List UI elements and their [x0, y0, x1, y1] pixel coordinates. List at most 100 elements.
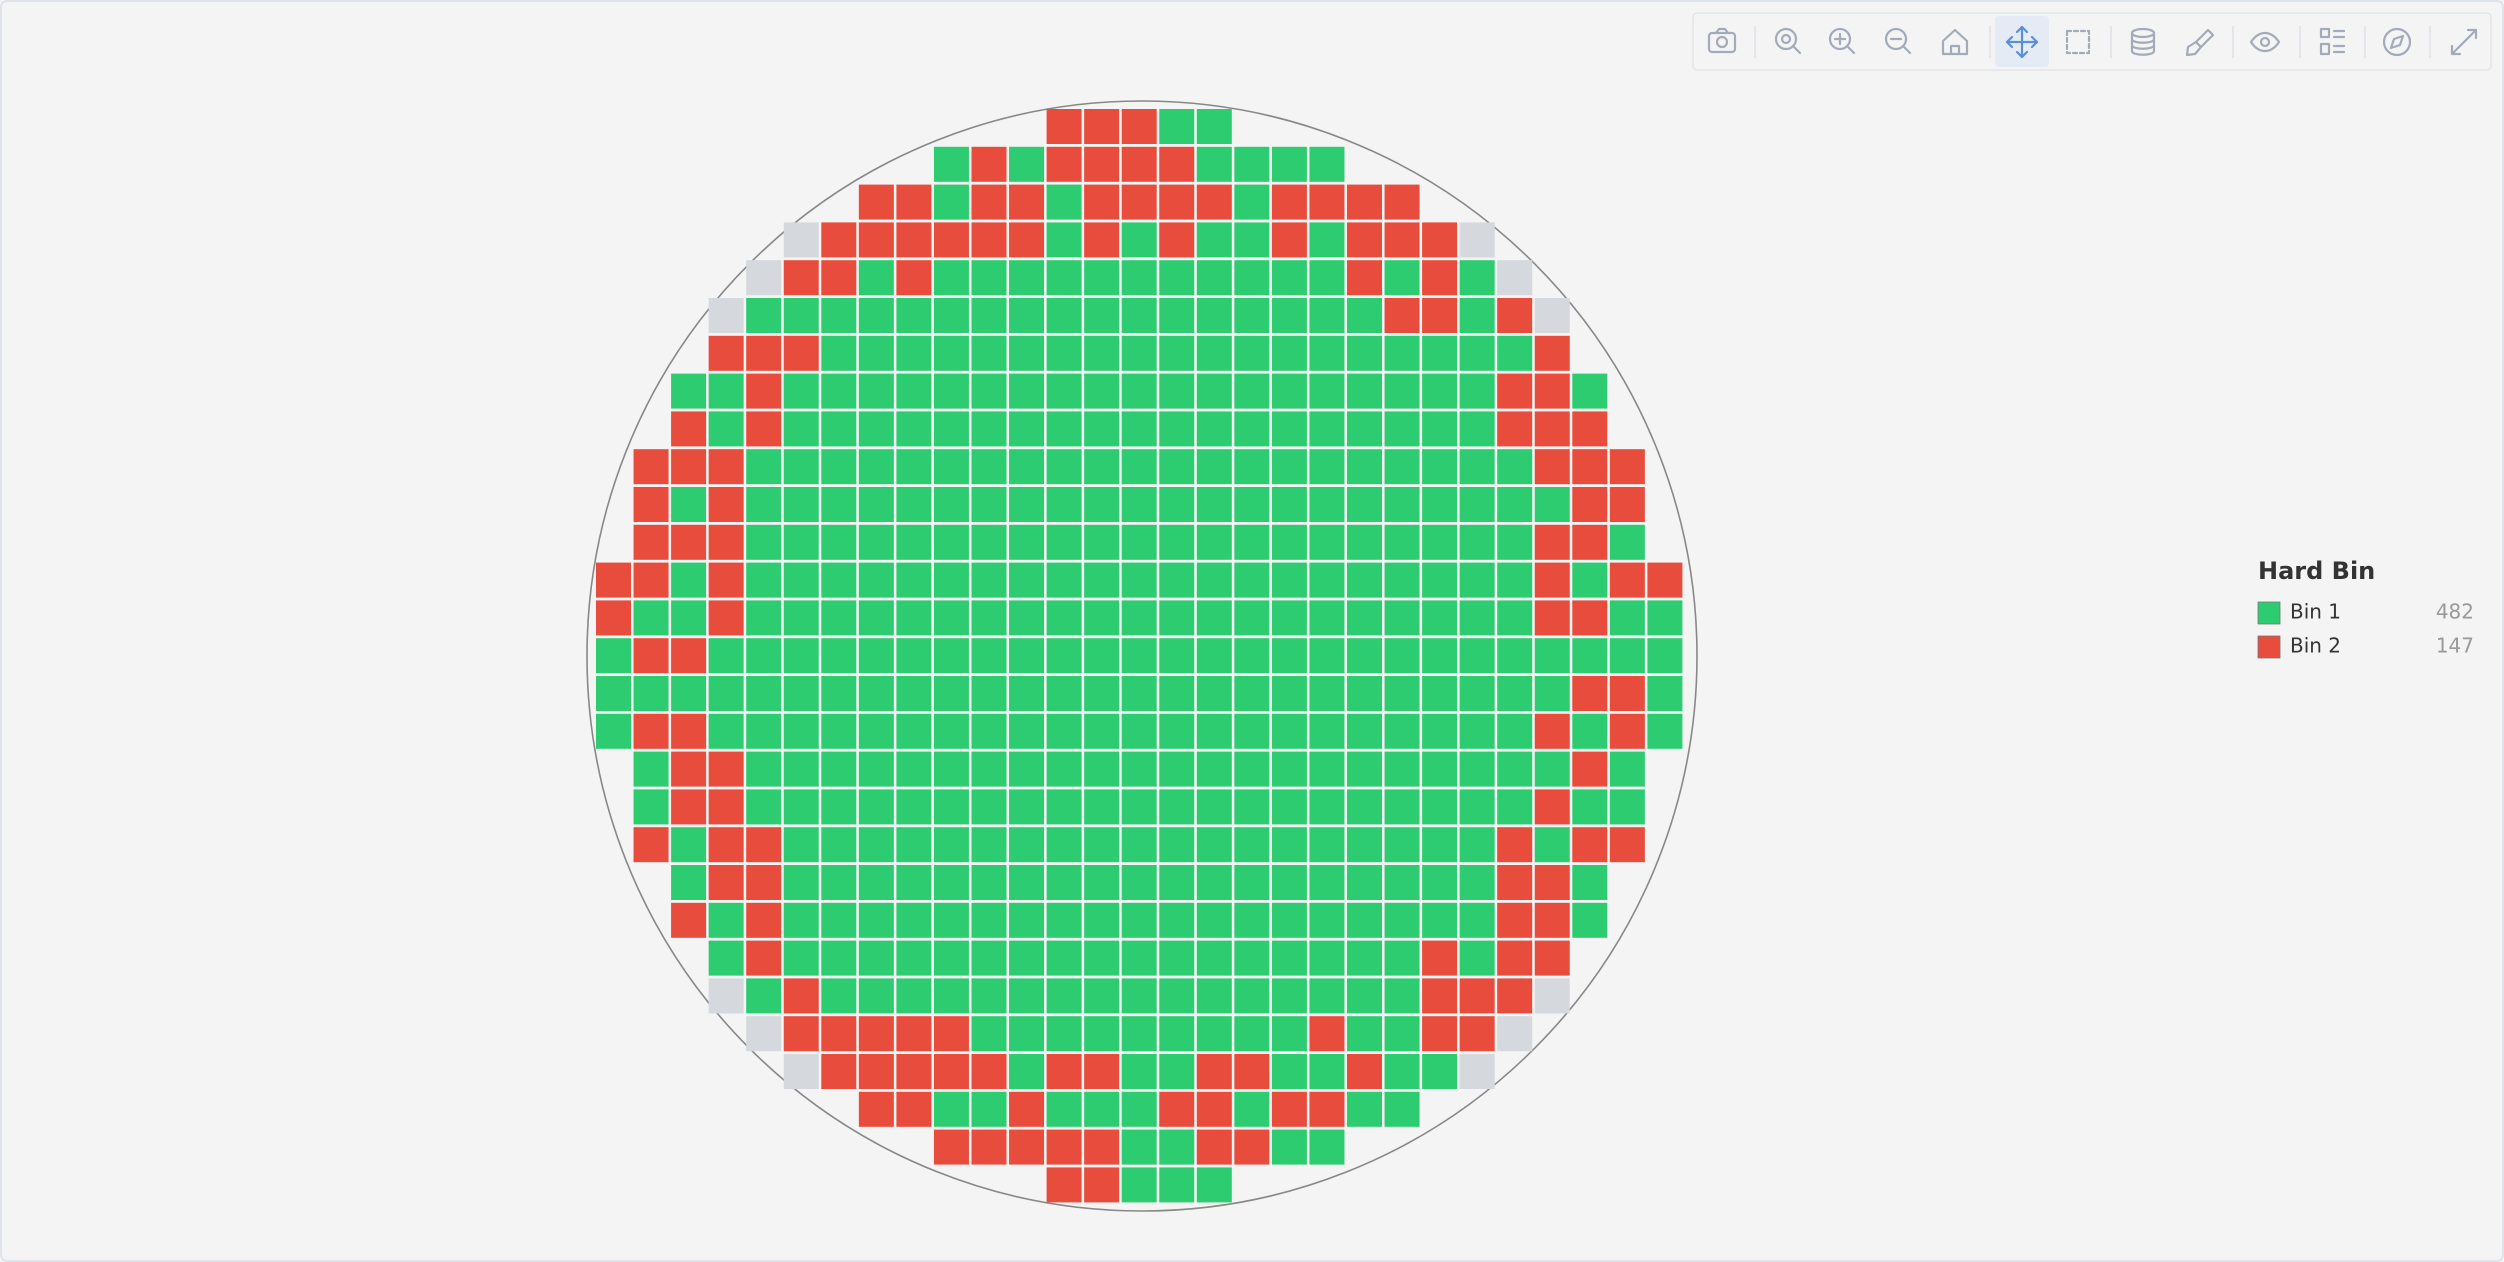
die: [1084, 411, 1120, 447]
zoom-out-button[interactable]: [1884, 27, 1912, 55]
die: [1347, 1016, 1382, 1052]
die: [1459, 713, 1495, 749]
die: [1609, 487, 1645, 522]
die: [1234, 487, 1270, 522]
data-button[interactable]: [2130, 27, 2156, 56]
zoom-in-button[interactable]: [1828, 27, 1856, 55]
die: [1459, 524, 1495, 560]
die: [671, 373, 707, 409]
die: [896, 940, 932, 976]
legend: Hard Bin Bin 1 482 Bin 2 147: [2257, 557, 2474, 659]
die: [1046, 524, 1082, 560]
die: [1234, 827, 1270, 863]
die: [1084, 1167, 1120, 1203]
die: [821, 638, 857, 674]
die: [896, 335, 932, 371]
die: [1234, 600, 1270, 636]
pan-button[interactable]: [2005, 25, 2039, 59]
die: [933, 827, 969, 863]
die: [596, 676, 631, 711]
die: [783, 789, 819, 825]
die: [1609, 751, 1645, 787]
die: [933, 1091, 969, 1127]
die: [821, 524, 857, 560]
camera-button[interactable]: [1707, 27, 1737, 54]
die: [633, 789, 669, 825]
die: [1384, 524, 1420, 560]
die: [1271, 373, 1307, 409]
die: [596, 600, 631, 636]
die: [1647, 713, 1683, 749]
fullscreen-button[interactable]: [2450, 28, 2478, 56]
die: [858, 1091, 894, 1127]
die: [783, 902, 819, 938]
die: [1422, 260, 1458, 296]
die: [1609, 713, 1645, 749]
brush-button[interactable]: [2185, 28, 2215, 57]
die: [1422, 1054, 1458, 1089]
die: [1647, 676, 1683, 711]
die: [1121, 1016, 1157, 1052]
edge-die: [783, 1054, 819, 1089]
die: [1422, 940, 1458, 976]
die: [1497, 751, 1533, 787]
die: [1271, 638, 1307, 674]
zoom-button[interactable]: [1774, 27, 1802, 55]
die: [1271, 827, 1307, 863]
die: [1459, 260, 1495, 296]
die: [1497, 902, 1533, 938]
select-button[interactable]: [2065, 29, 2091, 55]
die: [1384, 260, 1420, 296]
die: [1309, 789, 1345, 825]
die: [1347, 600, 1382, 636]
die: [858, 827, 894, 863]
die: [1609, 789, 1645, 825]
die: [1534, 487, 1570, 522]
die: [1271, 487, 1307, 522]
die: [1309, 713, 1345, 749]
die: [1121, 298, 1157, 333]
home-button[interactable]: [1941, 28, 1969, 56]
die: [971, 865, 1007, 900]
die: [746, 449, 782, 485]
list-button[interactable]: [2319, 27, 2346, 56]
die: [1009, 638, 1045, 674]
die: [1384, 827, 1420, 863]
die: [1196, 109, 1232, 144]
die: [1384, 1016, 1420, 1052]
die: [971, 524, 1007, 560]
legend-count: 147: [2436, 634, 2474, 658]
die: [933, 1054, 969, 1089]
die: [1196, 902, 1232, 938]
die: [1384, 713, 1420, 749]
die: [783, 978, 819, 1014]
die: [896, 978, 932, 1014]
legend-count: 482: [2436, 600, 2474, 624]
die: [671, 827, 707, 863]
die: [708, 827, 744, 863]
die: [1534, 335, 1570, 371]
die: [1121, 1129, 1157, 1165]
die: [1046, 600, 1082, 636]
die: [1234, 978, 1270, 1014]
die: [1271, 298, 1307, 333]
die: [1347, 902, 1382, 938]
die: [1159, 411, 1195, 447]
die: [633, 827, 669, 863]
die: [933, 373, 969, 409]
die: [1121, 638, 1157, 674]
die: [1497, 449, 1533, 485]
compass-button[interactable]: [2382, 27, 2412, 57]
die: [1009, 335, 1045, 371]
die: [1084, 1016, 1120, 1052]
die: [1572, 638, 1608, 674]
die: [1459, 411, 1495, 447]
die: [1234, 1129, 1270, 1165]
eye-button[interactable]: [2249, 31, 2281, 53]
die: [1084, 524, 1120, 560]
die: [1609, 676, 1645, 711]
die: [1497, 411, 1533, 447]
die: [1084, 146, 1120, 182]
die: [1422, 411, 1458, 447]
die: [1121, 335, 1157, 371]
